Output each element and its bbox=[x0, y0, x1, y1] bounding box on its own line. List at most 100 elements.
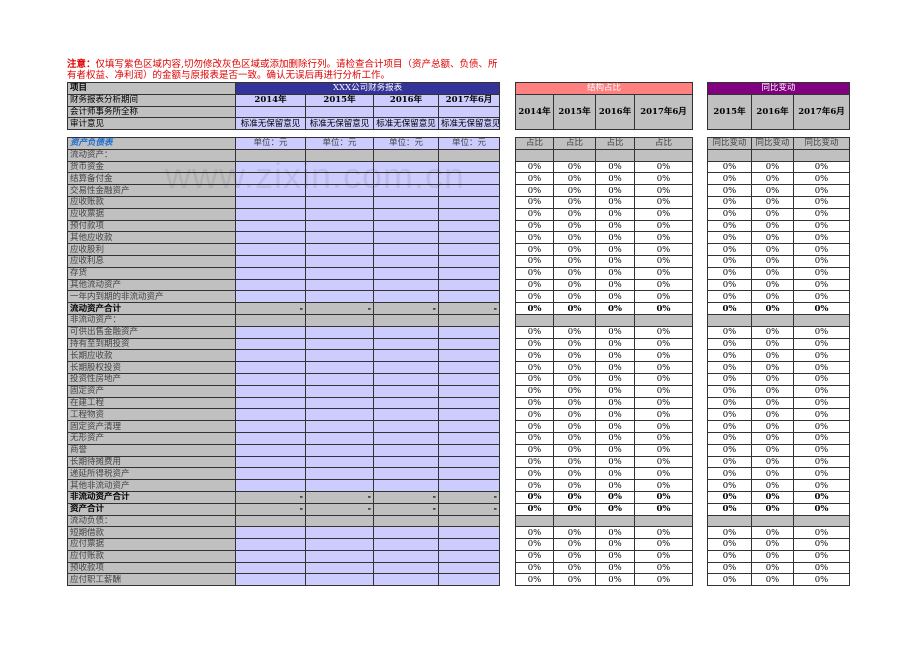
input-cell[interactable] bbox=[373, 243, 439, 256]
input-cell[interactable] bbox=[305, 361, 374, 374]
input-cell[interactable] bbox=[373, 573, 439, 587]
input-cell[interactable] bbox=[373, 408, 439, 422]
audit-opinion-cell[interactable]: 标准无保留意见 bbox=[373, 117, 439, 131]
input-cell[interactable] bbox=[373, 384, 439, 398]
input-cell[interactable] bbox=[305, 160, 374, 174]
input-cell[interactable] bbox=[373, 372, 439, 386]
input-cell[interactable] bbox=[438, 538, 500, 551]
input-cell[interactable] bbox=[438, 160, 500, 174]
input-cell[interactable] bbox=[373, 160, 439, 174]
input-cell[interactable] bbox=[373, 549, 439, 563]
input-cell[interactable] bbox=[438, 479, 500, 492]
input-cell[interactable] bbox=[235, 337, 306, 351]
input-cell[interactable] bbox=[305, 231, 374, 245]
input-cell[interactable] bbox=[438, 431, 500, 445]
input-cell[interactable] bbox=[235, 290, 306, 304]
input-cell[interactable] bbox=[373, 349, 439, 363]
period-cell[interactable]: 2016年 bbox=[373, 93, 439, 107]
input-cell[interactable] bbox=[438, 467, 500, 481]
input-cell[interactable] bbox=[438, 396, 500, 410]
input-cell[interactable] bbox=[438, 195, 500, 209]
input-cell[interactable] bbox=[438, 408, 500, 422]
input-cell[interactable] bbox=[438, 573, 500, 587]
input-cell[interactable] bbox=[438, 561, 500, 575]
input-cell[interactable] bbox=[305, 349, 374, 363]
input-cell[interactable] bbox=[438, 361, 500, 374]
input-cell[interactable] bbox=[373, 184, 439, 197]
input-cell[interactable] bbox=[305, 184, 374, 197]
input-cell[interactable] bbox=[305, 372, 374, 386]
input-cell[interactable] bbox=[235, 184, 306, 197]
period-cell[interactable]: 2017年6月 bbox=[437, 93, 501, 107]
input-cell[interactable] bbox=[305, 207, 374, 221]
input-cell[interactable] bbox=[438, 420, 500, 433]
auditor-cell[interactable] bbox=[305, 105, 374, 119]
input-cell[interactable] bbox=[438, 290, 500, 304]
input-cell[interactable] bbox=[305, 337, 374, 351]
input-cell[interactable] bbox=[373, 396, 439, 410]
input-cell[interactable] bbox=[373, 455, 439, 469]
input-cell[interactable] bbox=[235, 243, 306, 256]
input-cell[interactable] bbox=[438, 278, 500, 292]
audit-opinion-cell[interactable]: 标准无保留意见 bbox=[305, 117, 374, 131]
input-cell[interactable] bbox=[438, 372, 500, 386]
input-cell[interactable] bbox=[235, 172, 306, 186]
input-cell[interactable] bbox=[438, 184, 500, 197]
input-cell[interactable] bbox=[438, 254, 500, 268]
input-cell[interactable] bbox=[235, 361, 306, 374]
input-cell[interactable] bbox=[235, 372, 306, 386]
input-cell[interactable] bbox=[373, 431, 439, 445]
period-cell[interactable]: 2014年 bbox=[235, 93, 306, 107]
input-cell[interactable] bbox=[235, 526, 306, 540]
input-cell[interactable] bbox=[438, 231, 500, 245]
input-cell[interactable] bbox=[305, 538, 374, 551]
input-cell[interactable] bbox=[235, 538, 306, 551]
input-cell[interactable] bbox=[305, 325, 374, 339]
input-cell[interactable] bbox=[305, 467, 374, 481]
input-cell[interactable] bbox=[438, 384, 500, 398]
input-cell[interactable] bbox=[305, 254, 374, 268]
input-cell[interactable] bbox=[305, 278, 374, 292]
audit-opinion-cell[interactable]: 标准无保留意见 bbox=[437, 117, 501, 131]
input-cell[interactable] bbox=[373, 538, 439, 551]
input-cell[interactable] bbox=[438, 337, 500, 351]
input-cell[interactable] bbox=[235, 266, 306, 280]
input-cell[interactable] bbox=[235, 231, 306, 245]
input-cell[interactable] bbox=[373, 278, 439, 292]
input-cell[interactable] bbox=[305, 195, 374, 209]
auditor-cell[interactable] bbox=[235, 105, 306, 119]
input-cell[interactable] bbox=[438, 526, 500, 540]
input-cell[interactable] bbox=[438, 349, 500, 363]
input-cell[interactable] bbox=[438, 455, 500, 469]
input-cell[interactable] bbox=[305, 172, 374, 186]
input-cell[interactable] bbox=[235, 396, 306, 410]
input-cell[interactable] bbox=[438, 266, 500, 280]
input-cell[interactable] bbox=[305, 526, 374, 540]
input-cell[interactable] bbox=[235, 573, 306, 587]
input-cell[interactable] bbox=[305, 243, 374, 256]
input-cell[interactable] bbox=[235, 420, 306, 433]
input-cell[interactable] bbox=[438, 325, 500, 339]
input-cell[interactable] bbox=[373, 219, 439, 233]
input-cell[interactable] bbox=[235, 479, 306, 492]
input-cell[interactable] bbox=[305, 443, 374, 457]
input-cell[interactable] bbox=[235, 549, 306, 563]
input-cell[interactable] bbox=[235, 561, 306, 575]
input-cell[interactable] bbox=[235, 325, 306, 339]
input-cell[interactable] bbox=[305, 573, 374, 587]
input-cell[interactable] bbox=[235, 455, 306, 469]
input-cell[interactable] bbox=[305, 479, 374, 492]
input-cell[interactable] bbox=[373, 526, 439, 540]
input-cell[interactable] bbox=[438, 172, 500, 186]
input-cell[interactable] bbox=[235, 254, 306, 268]
input-cell[interactable] bbox=[305, 420, 374, 433]
input-cell[interactable] bbox=[305, 290, 374, 304]
input-cell[interactable] bbox=[373, 361, 439, 374]
input-cell[interactable] bbox=[235, 278, 306, 292]
input-cell[interactable] bbox=[373, 172, 439, 186]
input-cell[interactable] bbox=[373, 325, 439, 339]
input-cell[interactable] bbox=[235, 467, 306, 481]
input-cell[interactable] bbox=[438, 219, 500, 233]
input-cell[interactable] bbox=[373, 254, 439, 268]
input-cell[interactable] bbox=[373, 266, 439, 280]
